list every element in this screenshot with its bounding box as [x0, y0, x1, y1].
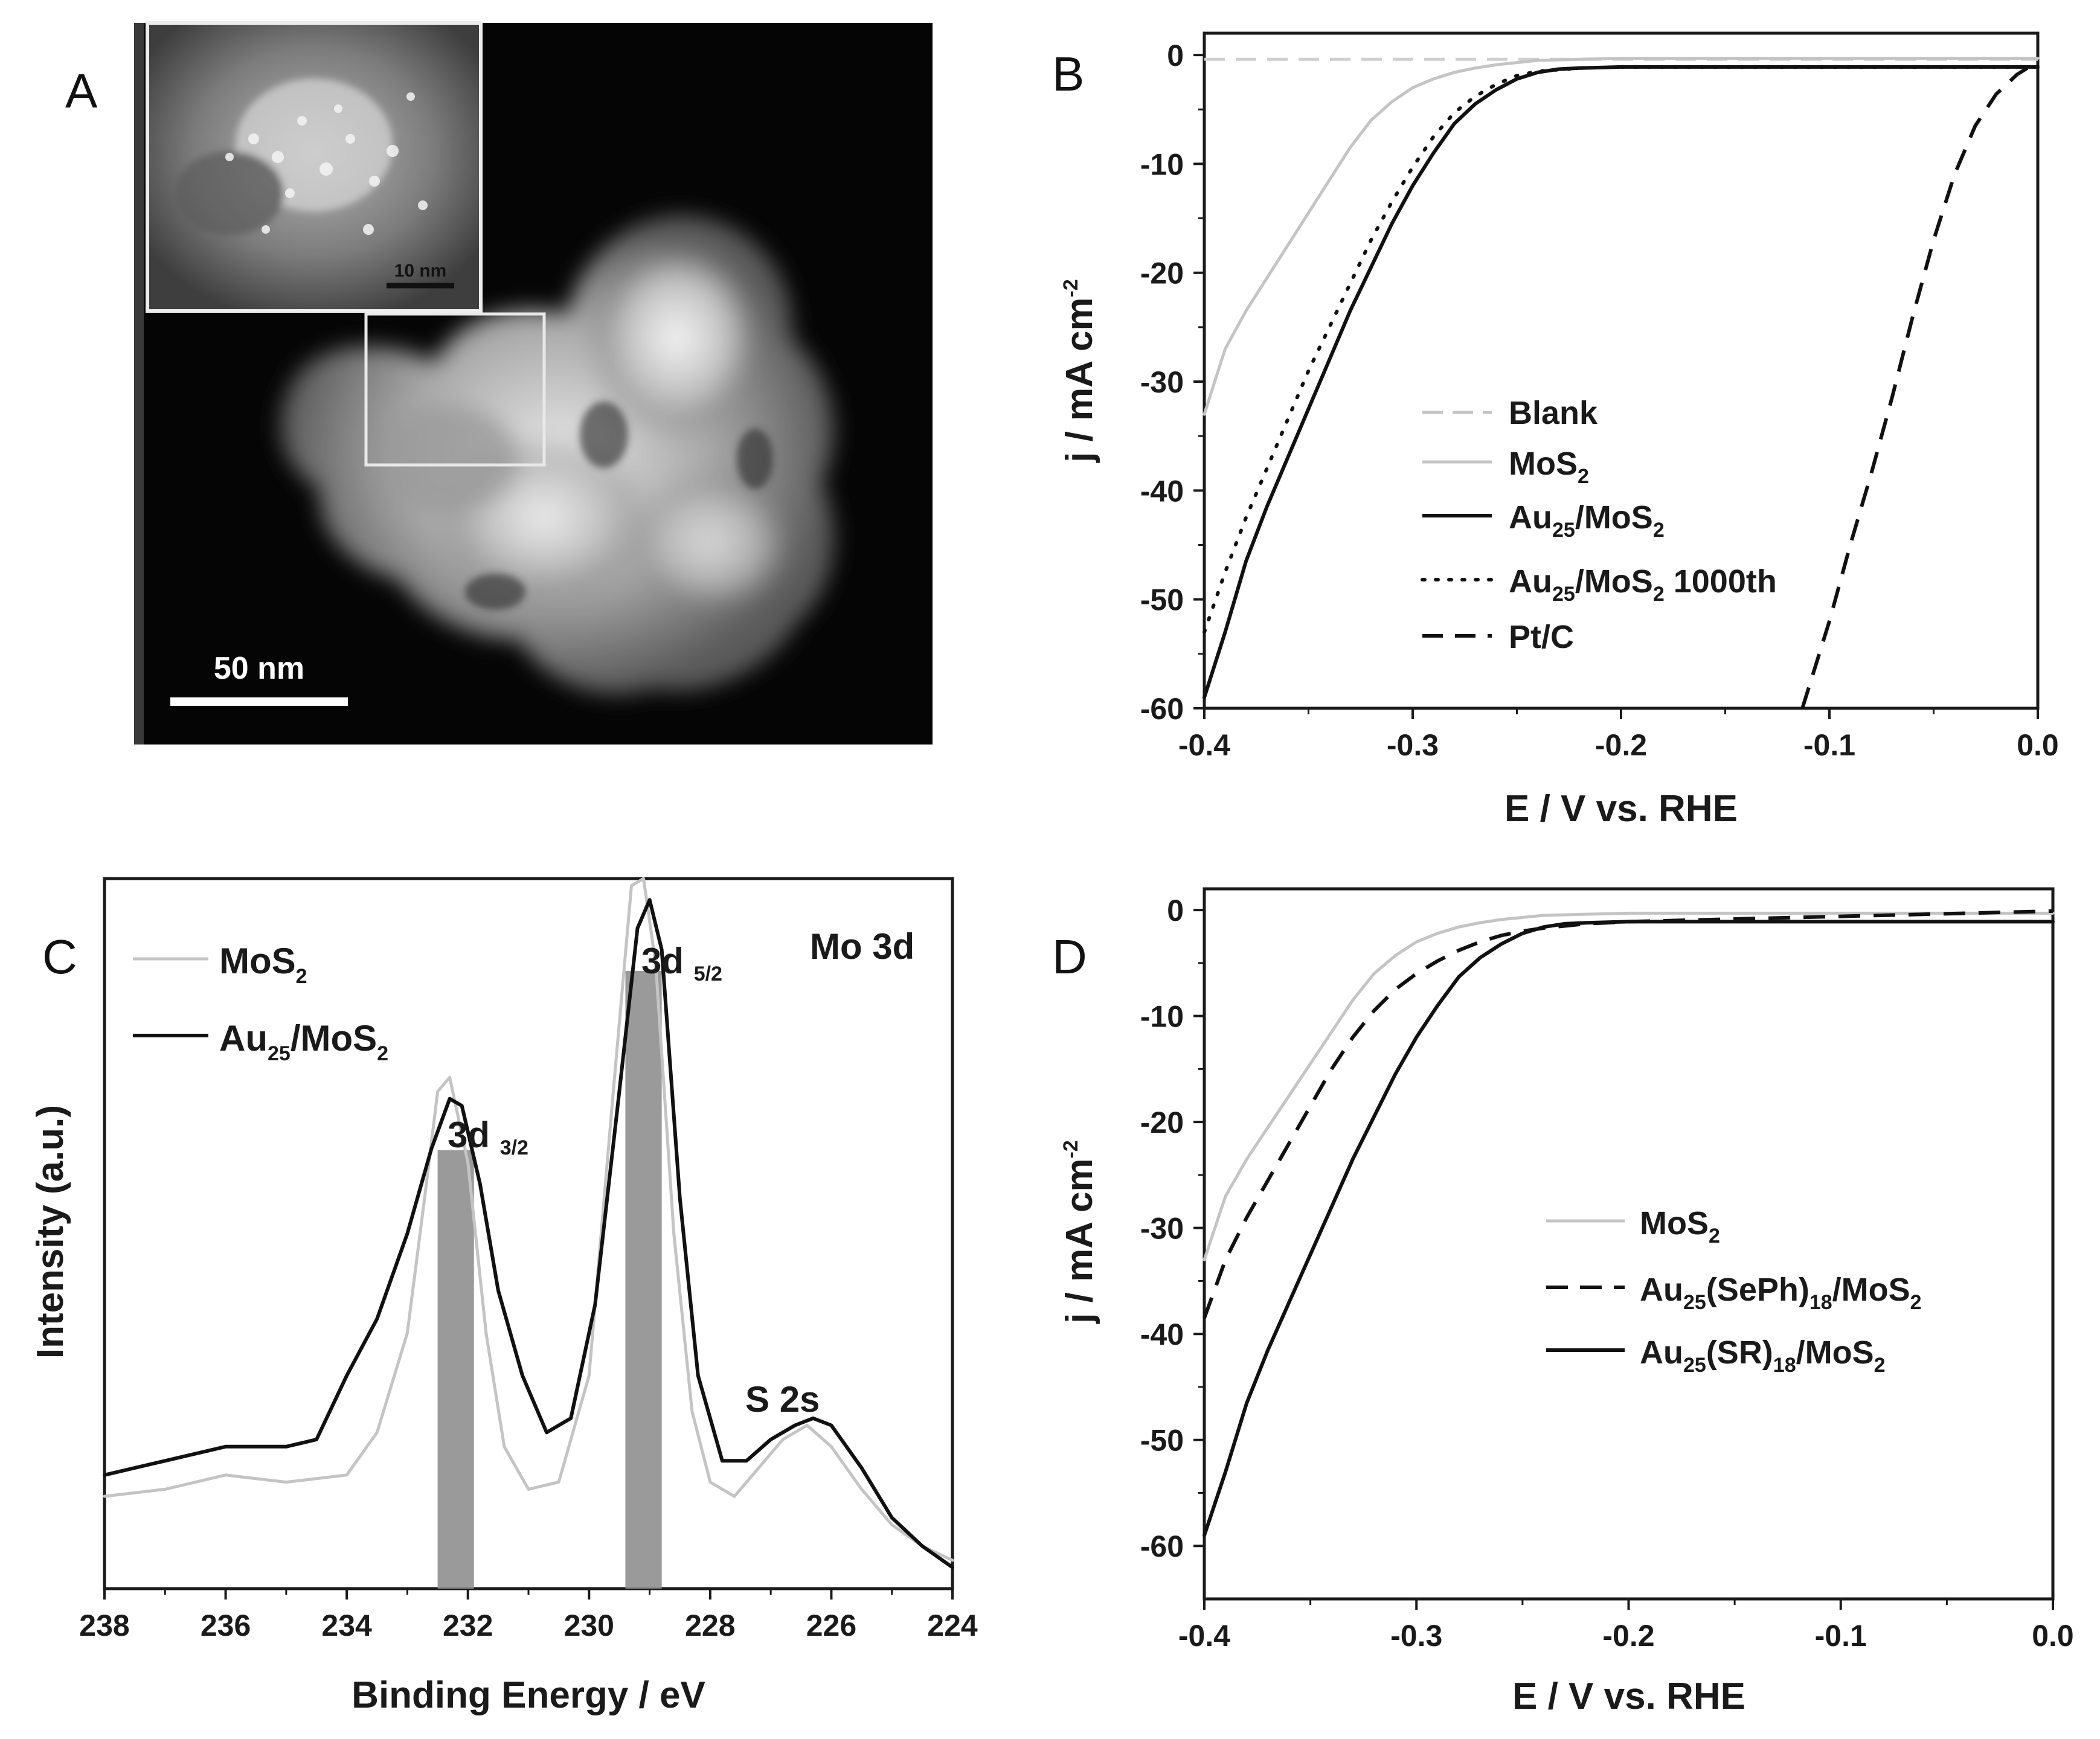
x-tick-label-b-1: -0.3 — [1387, 728, 1439, 762]
y-tick-label-d-4: -40 — [1140, 1318, 1184, 1351]
x-ticks-c: 238 236 234 232 230 228 226 224 — [79, 1589, 978, 1642]
x-tick-label-d-1: -0.3 — [1390, 1619, 1442, 1653]
plot-frame-d — [1203, 887, 2055, 1601]
y-axis-label-c: Intensity (a.u.) — [30, 1105, 71, 1359]
series-mos2-b — [1203, 57, 2040, 416]
plot-frame-b — [1203, 31, 2040, 710]
series-group-b — [1203, 57, 2040, 709]
selection-box — [364, 312, 546, 467]
y-axis-label-d: j / mA cm-2 — [1059, 1140, 1100, 1324]
micrograph: 10 nm 50 nm — [134, 21, 933, 745]
y-tick-label-b-5: -50 — [1140, 583, 1184, 617]
x-tick-label-c-2: 234 — [321, 1609, 372, 1642]
legend-label-au25-mos2: Au25/MoS2 — [1509, 499, 1665, 542]
y-tick-label-d-2: -20 — [1140, 1106, 1184, 1139]
panel-label-c: C — [42, 930, 77, 984]
x-tick-label-b-2: -0.2 — [1595, 728, 1647, 762]
legend-label-au25-mos2-1000th: Au25/MoS2 1000th — [1509, 563, 1777, 606]
y-tick-label-d-1: -10 — [1140, 1000, 1184, 1034]
legend-label-au25-mos2-c: Au25/MoS2 — [219, 1018, 388, 1065]
legend-label-mos2-d: MoS2 — [1640, 1205, 1720, 1247]
legend-label-blank: Blank — [1509, 395, 1598, 431]
annotation-3d32: 3d 3/2 — [448, 1115, 528, 1159]
legend-d: MoS2 Au25(SePh)18/MoS2 Au25(SR)18/MoS2 — [1546, 1205, 1922, 1377]
y-tick-label-d-0: 0 — [1167, 894, 1184, 927]
legend-b: Blank MoS2 Au25/MoS2 Au25/MoS2 1000th Pt… — [1421, 395, 1777, 655]
series-au25-mos2-c — [103, 898, 954, 1569]
panel-b: B 0 -10 -20 -30 -40 -50 -60 -0.4 -0.3 -0.2 -0.1 0.… — [1052, 31, 2059, 830]
y-tick-label-b-4: -40 — [1140, 474, 1184, 508]
y-tick-label-d-3: -30 — [1140, 1212, 1184, 1246]
y-tick-label-b-3: -30 — [1140, 365, 1184, 399]
panel-label-b: B — [1052, 47, 1084, 101]
x-ticks-d: -0.4 -0.3 -0.2 -0.1 0.0 — [1178, 1599, 2074, 1653]
panel-d: D 0 -10 -20 -30 -40 -50 -60 -0.4 -0.3 -0.2 -0.1 0.… — [1052, 887, 2074, 1717]
x-tick-label-b-3: -0.1 — [1803, 728, 1855, 762]
x-tick-label-c-1: 236 — [201, 1609, 251, 1642]
series-group-d — [1203, 909, 2055, 1537]
peak-bands-c — [437, 971, 662, 1589]
legend-label-mos2: MoS2 — [1509, 446, 1589, 488]
scale-bar-label: 50 nm — [214, 651, 304, 686]
series-au25-sr-18-mos2-d — [1203, 920, 2055, 1537]
x-tick-label-d-2: -0.2 — [1602, 1619, 1654, 1653]
series-au25-seph-18-mos2-d — [1203, 909, 2053, 1319]
y-tick-label-d-6: -60 — [1140, 1529, 1184, 1563]
legend-label-mos2-c: MoS2 — [219, 941, 307, 988]
y-ticks-b: 0 -10 -20 -30 -40 -50 -60 — [1140, 39, 1204, 726]
plot-frame-c — [103, 877, 954, 1590]
peak-band-1 — [437, 1150, 474, 1589]
x-axis-label-c: Binding Energy / eV — [352, 1674, 705, 1716]
x-tick-label-d-4: 0.0 — [2032, 1619, 2074, 1653]
panel-label-d: D — [1052, 930, 1087, 984]
x-tick-label-c-0: 238 — [79, 1609, 129, 1642]
series-au25-mos2-b — [1203, 65, 2040, 699]
inset-image: 10 nm — [146, 21, 483, 313]
x-tick-label-d-0: -0.4 — [1178, 1619, 1230, 1653]
x-tick-label-c-5: 228 — [685, 1609, 735, 1642]
series-pt-c-b — [1800, 66, 2029, 709]
x-tick-label-b-0: -0.4 — [1178, 728, 1230, 762]
x-tick-label-c-4: 230 — [564, 1609, 614, 1642]
x-ticks-b: -0.4 -0.3 -0.2 -0.1 0.0 — [1178, 708, 2059, 762]
peak-band-2 — [625, 971, 662, 1589]
y-tick-label-b-0: 0 — [1167, 39, 1184, 72]
x-tick-label-b-4: 0.0 — [2017, 728, 2059, 762]
series-group-c — [103, 877, 954, 1569]
series-au25-mos2-1000th-b — [1203, 65, 2040, 634]
x-tick-label-c-6: 226 — [806, 1609, 856, 1642]
y-tick-label-b-6: -60 — [1140, 692, 1184, 726]
y-tick-label-b-2: -20 — [1140, 257, 1184, 290]
nanoparticles — [225, 92, 428, 235]
series-mos2-c — [103, 877, 954, 1562]
series-mos2-d — [1203, 911, 2055, 1261]
x-tick-label-c-3: 232 — [443, 1609, 493, 1642]
legend-label-ptc: Pt/C — [1509, 619, 1574, 655]
panel-label-a: A — [65, 64, 98, 118]
y-tick-label-b-1: -10 — [1140, 147, 1184, 181]
annotation-3d52: 3d 5/2 — [641, 941, 722, 985]
x-axis-label-d: E / V vs. RHE — [1512, 1676, 1745, 1717]
y-ticks-d: 0 -10 -20 -30 -40 -50 -60 — [1140, 894, 1204, 1563]
legend-label-sr-d: Au25(SR)18/MoS2 — [1640, 1334, 1886, 1377]
panel-c: C 238 236 234 232 230 228 226 224 Binding Energ… — [30, 877, 978, 1716]
y-tick-label-d-5: -50 — [1140, 1424, 1184, 1458]
panel-a: A — [65, 21, 933, 745]
legend-label-sephe-d: Au25(SePh)18/MoS2 — [1640, 1272, 1922, 1314]
x-tick-label-d-3: -0.1 — [1815, 1619, 1867, 1653]
x-axis-label-b: E / V vs. RHE — [1504, 788, 1738, 830]
inset-scale-label: 10 nm — [394, 261, 447, 281]
y-axis-label-b: j / mA cm-2 — [1059, 279, 1100, 463]
annotation-mo3d: Mo 3d — [810, 926, 914, 967]
legend-c: MoS2 Au25/MoS2 — [133, 941, 388, 1065]
annotation-s2s: S 2s — [745, 1379, 820, 1420]
x-tick-label-c-7: 224 — [927, 1609, 978, 1642]
